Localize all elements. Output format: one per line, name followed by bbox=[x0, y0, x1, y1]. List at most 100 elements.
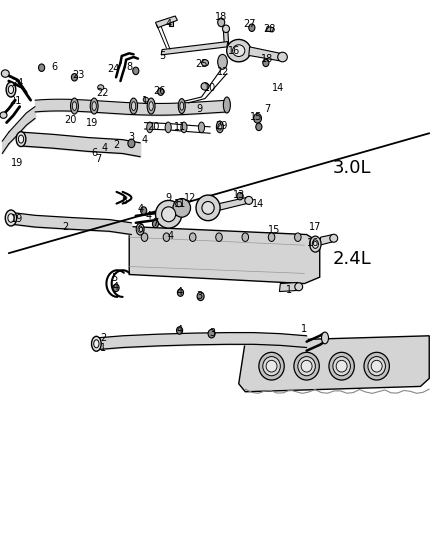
Ellipse shape bbox=[336, 360, 347, 372]
Text: 7: 7 bbox=[152, 218, 159, 228]
Circle shape bbox=[39, 64, 45, 71]
Text: 20: 20 bbox=[147, 122, 159, 132]
Ellipse shape bbox=[218, 124, 222, 130]
Ellipse shape bbox=[242, 233, 249, 241]
Ellipse shape bbox=[5, 210, 17, 226]
Ellipse shape bbox=[189, 233, 196, 241]
Text: 28: 28 bbox=[263, 25, 276, 34]
Text: 7: 7 bbox=[95, 154, 102, 164]
Text: 3.0L: 3.0L bbox=[333, 159, 371, 177]
Ellipse shape bbox=[266, 360, 277, 372]
Text: 19: 19 bbox=[86, 118, 98, 127]
Polygon shape bbox=[249, 47, 280, 61]
Polygon shape bbox=[129, 227, 320, 284]
Text: 2: 2 bbox=[63, 222, 69, 231]
Ellipse shape bbox=[71, 98, 78, 114]
Ellipse shape bbox=[90, 98, 98, 114]
Text: 2: 2 bbox=[113, 140, 119, 150]
Ellipse shape bbox=[330, 235, 338, 242]
Ellipse shape bbox=[147, 98, 155, 114]
Text: 4: 4 bbox=[137, 204, 143, 214]
Text: 16: 16 bbox=[228, 46, 240, 55]
Text: 14: 14 bbox=[272, 83, 284, 93]
Circle shape bbox=[254, 114, 261, 123]
Text: 8: 8 bbox=[126, 62, 132, 71]
Ellipse shape bbox=[143, 98, 148, 102]
Text: 19: 19 bbox=[11, 158, 24, 167]
Polygon shape bbox=[266, 27, 274, 32]
Ellipse shape bbox=[0, 112, 7, 118]
Ellipse shape bbox=[294, 233, 301, 241]
Text: 14: 14 bbox=[252, 199, 265, 208]
Ellipse shape bbox=[181, 122, 187, 133]
Circle shape bbox=[141, 207, 147, 214]
Text: 4: 4 bbox=[177, 287, 183, 297]
Ellipse shape bbox=[201, 60, 208, 66]
Ellipse shape bbox=[141, 233, 148, 241]
Ellipse shape bbox=[198, 122, 205, 133]
Ellipse shape bbox=[333, 357, 350, 376]
Text: 4: 4 bbox=[177, 326, 183, 335]
Ellipse shape bbox=[162, 207, 176, 222]
Text: 10: 10 bbox=[204, 83, 216, 93]
Ellipse shape bbox=[215, 233, 222, 241]
Text: 24: 24 bbox=[11, 78, 24, 87]
Ellipse shape bbox=[1, 70, 9, 77]
Polygon shape bbox=[320, 235, 333, 245]
Text: 9: 9 bbox=[196, 104, 202, 114]
Text: 19: 19 bbox=[11, 214, 24, 223]
Polygon shape bbox=[223, 29, 229, 45]
Text: 7: 7 bbox=[264, 104, 270, 114]
Ellipse shape bbox=[364, 352, 389, 380]
Text: 18: 18 bbox=[215, 12, 227, 22]
Text: 4: 4 bbox=[166, 19, 172, 29]
Ellipse shape bbox=[227, 39, 251, 62]
Ellipse shape bbox=[371, 360, 382, 372]
Text: 1: 1 bbox=[100, 343, 106, 352]
Text: 1: 1 bbox=[141, 96, 148, 106]
Ellipse shape bbox=[98, 85, 104, 90]
Ellipse shape bbox=[278, 52, 287, 62]
Circle shape bbox=[256, 123, 262, 131]
Circle shape bbox=[218, 18, 225, 27]
Text: 3: 3 bbox=[128, 132, 134, 142]
Ellipse shape bbox=[180, 102, 184, 110]
Text: 13: 13 bbox=[233, 190, 245, 199]
Ellipse shape bbox=[368, 357, 385, 376]
Text: 26: 26 bbox=[154, 86, 166, 95]
Text: 6: 6 bbox=[52, 62, 58, 71]
Polygon shape bbox=[279, 282, 298, 292]
Ellipse shape bbox=[201, 83, 209, 90]
Text: 4: 4 bbox=[141, 135, 148, 145]
Ellipse shape bbox=[202, 201, 214, 214]
Text: 17: 17 bbox=[309, 222, 321, 231]
Ellipse shape bbox=[298, 357, 315, 376]
Circle shape bbox=[249, 24, 255, 31]
Ellipse shape bbox=[6, 82, 16, 97]
Ellipse shape bbox=[8, 86, 14, 94]
Ellipse shape bbox=[8, 214, 14, 222]
Circle shape bbox=[208, 329, 215, 338]
Text: 1: 1 bbox=[286, 286, 292, 295]
Polygon shape bbox=[161, 42, 228, 55]
Ellipse shape bbox=[155, 200, 182, 228]
Text: 8: 8 bbox=[122, 197, 128, 206]
Circle shape bbox=[177, 289, 184, 296]
Text: 2.4L: 2.4L bbox=[333, 249, 371, 268]
Text: 12: 12 bbox=[184, 193, 197, 203]
Text: 3: 3 bbox=[196, 291, 202, 301]
Text: 2: 2 bbox=[100, 334, 106, 343]
Text: 29: 29 bbox=[215, 122, 227, 131]
Ellipse shape bbox=[312, 240, 318, 248]
Text: 4: 4 bbox=[146, 211, 152, 221]
Text: 15: 15 bbox=[250, 112, 262, 122]
Text: 4: 4 bbox=[113, 282, 119, 292]
Text: 23: 23 bbox=[73, 70, 85, 79]
Text: 15: 15 bbox=[268, 225, 280, 235]
Polygon shape bbox=[169, 20, 173, 26]
Ellipse shape bbox=[301, 360, 312, 372]
Polygon shape bbox=[155, 16, 177, 28]
Ellipse shape bbox=[294, 352, 319, 380]
Ellipse shape bbox=[163, 233, 170, 241]
Ellipse shape bbox=[92, 102, 96, 110]
